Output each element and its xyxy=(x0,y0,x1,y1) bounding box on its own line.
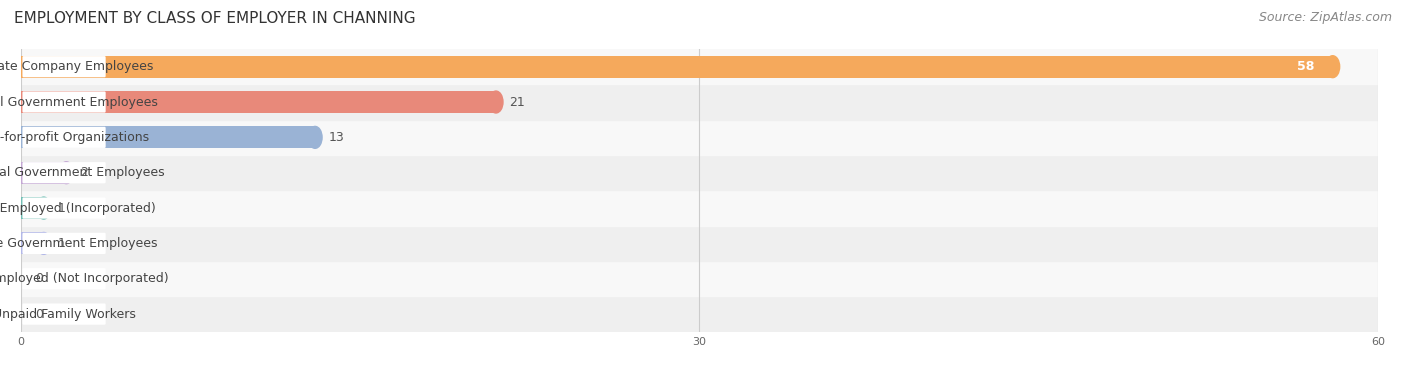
Bar xyxy=(21,49,1378,84)
Circle shape xyxy=(1326,56,1340,78)
Text: 1: 1 xyxy=(58,202,65,215)
Bar xyxy=(21,84,1378,120)
Circle shape xyxy=(489,91,503,113)
Text: Source: ZipAtlas.com: Source: ZipAtlas.com xyxy=(1258,11,1392,24)
Circle shape xyxy=(308,126,322,148)
Bar xyxy=(21,91,496,113)
Circle shape xyxy=(37,197,51,219)
Bar xyxy=(21,197,44,219)
Bar xyxy=(21,261,1378,296)
Bar xyxy=(21,226,1378,261)
Text: State Government Employees: State Government Employees xyxy=(0,237,157,250)
FancyBboxPatch shape xyxy=(22,56,105,77)
Text: Unpaid Family Workers: Unpaid Family Workers xyxy=(0,308,135,320)
Text: 0: 0 xyxy=(35,308,42,320)
Text: 0: 0 xyxy=(35,272,42,285)
Circle shape xyxy=(37,233,51,254)
Circle shape xyxy=(59,162,73,184)
Bar xyxy=(21,120,1378,155)
Text: Not-for-profit Organizations: Not-for-profit Organizations xyxy=(0,131,149,144)
Bar xyxy=(21,162,66,184)
Text: 58: 58 xyxy=(1298,60,1315,73)
Text: Local Government Employees: Local Government Employees xyxy=(0,95,157,109)
Bar xyxy=(21,155,1378,190)
Bar xyxy=(21,296,1378,332)
Bar xyxy=(21,126,315,148)
Text: 2: 2 xyxy=(80,166,87,179)
FancyBboxPatch shape xyxy=(22,198,105,219)
Text: Private Company Employees: Private Company Employees xyxy=(0,60,153,73)
Bar xyxy=(21,56,1333,78)
Text: 1: 1 xyxy=(58,237,65,250)
FancyBboxPatch shape xyxy=(22,303,105,325)
Text: Self-Employed (Not Incorporated): Self-Employed (Not Incorporated) xyxy=(0,272,169,285)
FancyBboxPatch shape xyxy=(22,268,105,290)
FancyBboxPatch shape xyxy=(22,233,105,254)
Text: 13: 13 xyxy=(329,131,344,144)
Text: Self-Employed (Incorporated): Self-Employed (Incorporated) xyxy=(0,202,156,215)
Bar xyxy=(21,233,44,254)
Text: EMPLOYMENT BY CLASS OF EMPLOYER IN CHANNING: EMPLOYMENT BY CLASS OF EMPLOYER IN CHANN… xyxy=(14,11,416,26)
FancyBboxPatch shape xyxy=(22,92,105,113)
FancyBboxPatch shape xyxy=(22,162,105,183)
FancyBboxPatch shape xyxy=(22,127,105,148)
Text: Federal Government Employees: Federal Government Employees xyxy=(0,166,165,179)
Text: 21: 21 xyxy=(509,95,526,109)
Bar xyxy=(21,190,1378,226)
